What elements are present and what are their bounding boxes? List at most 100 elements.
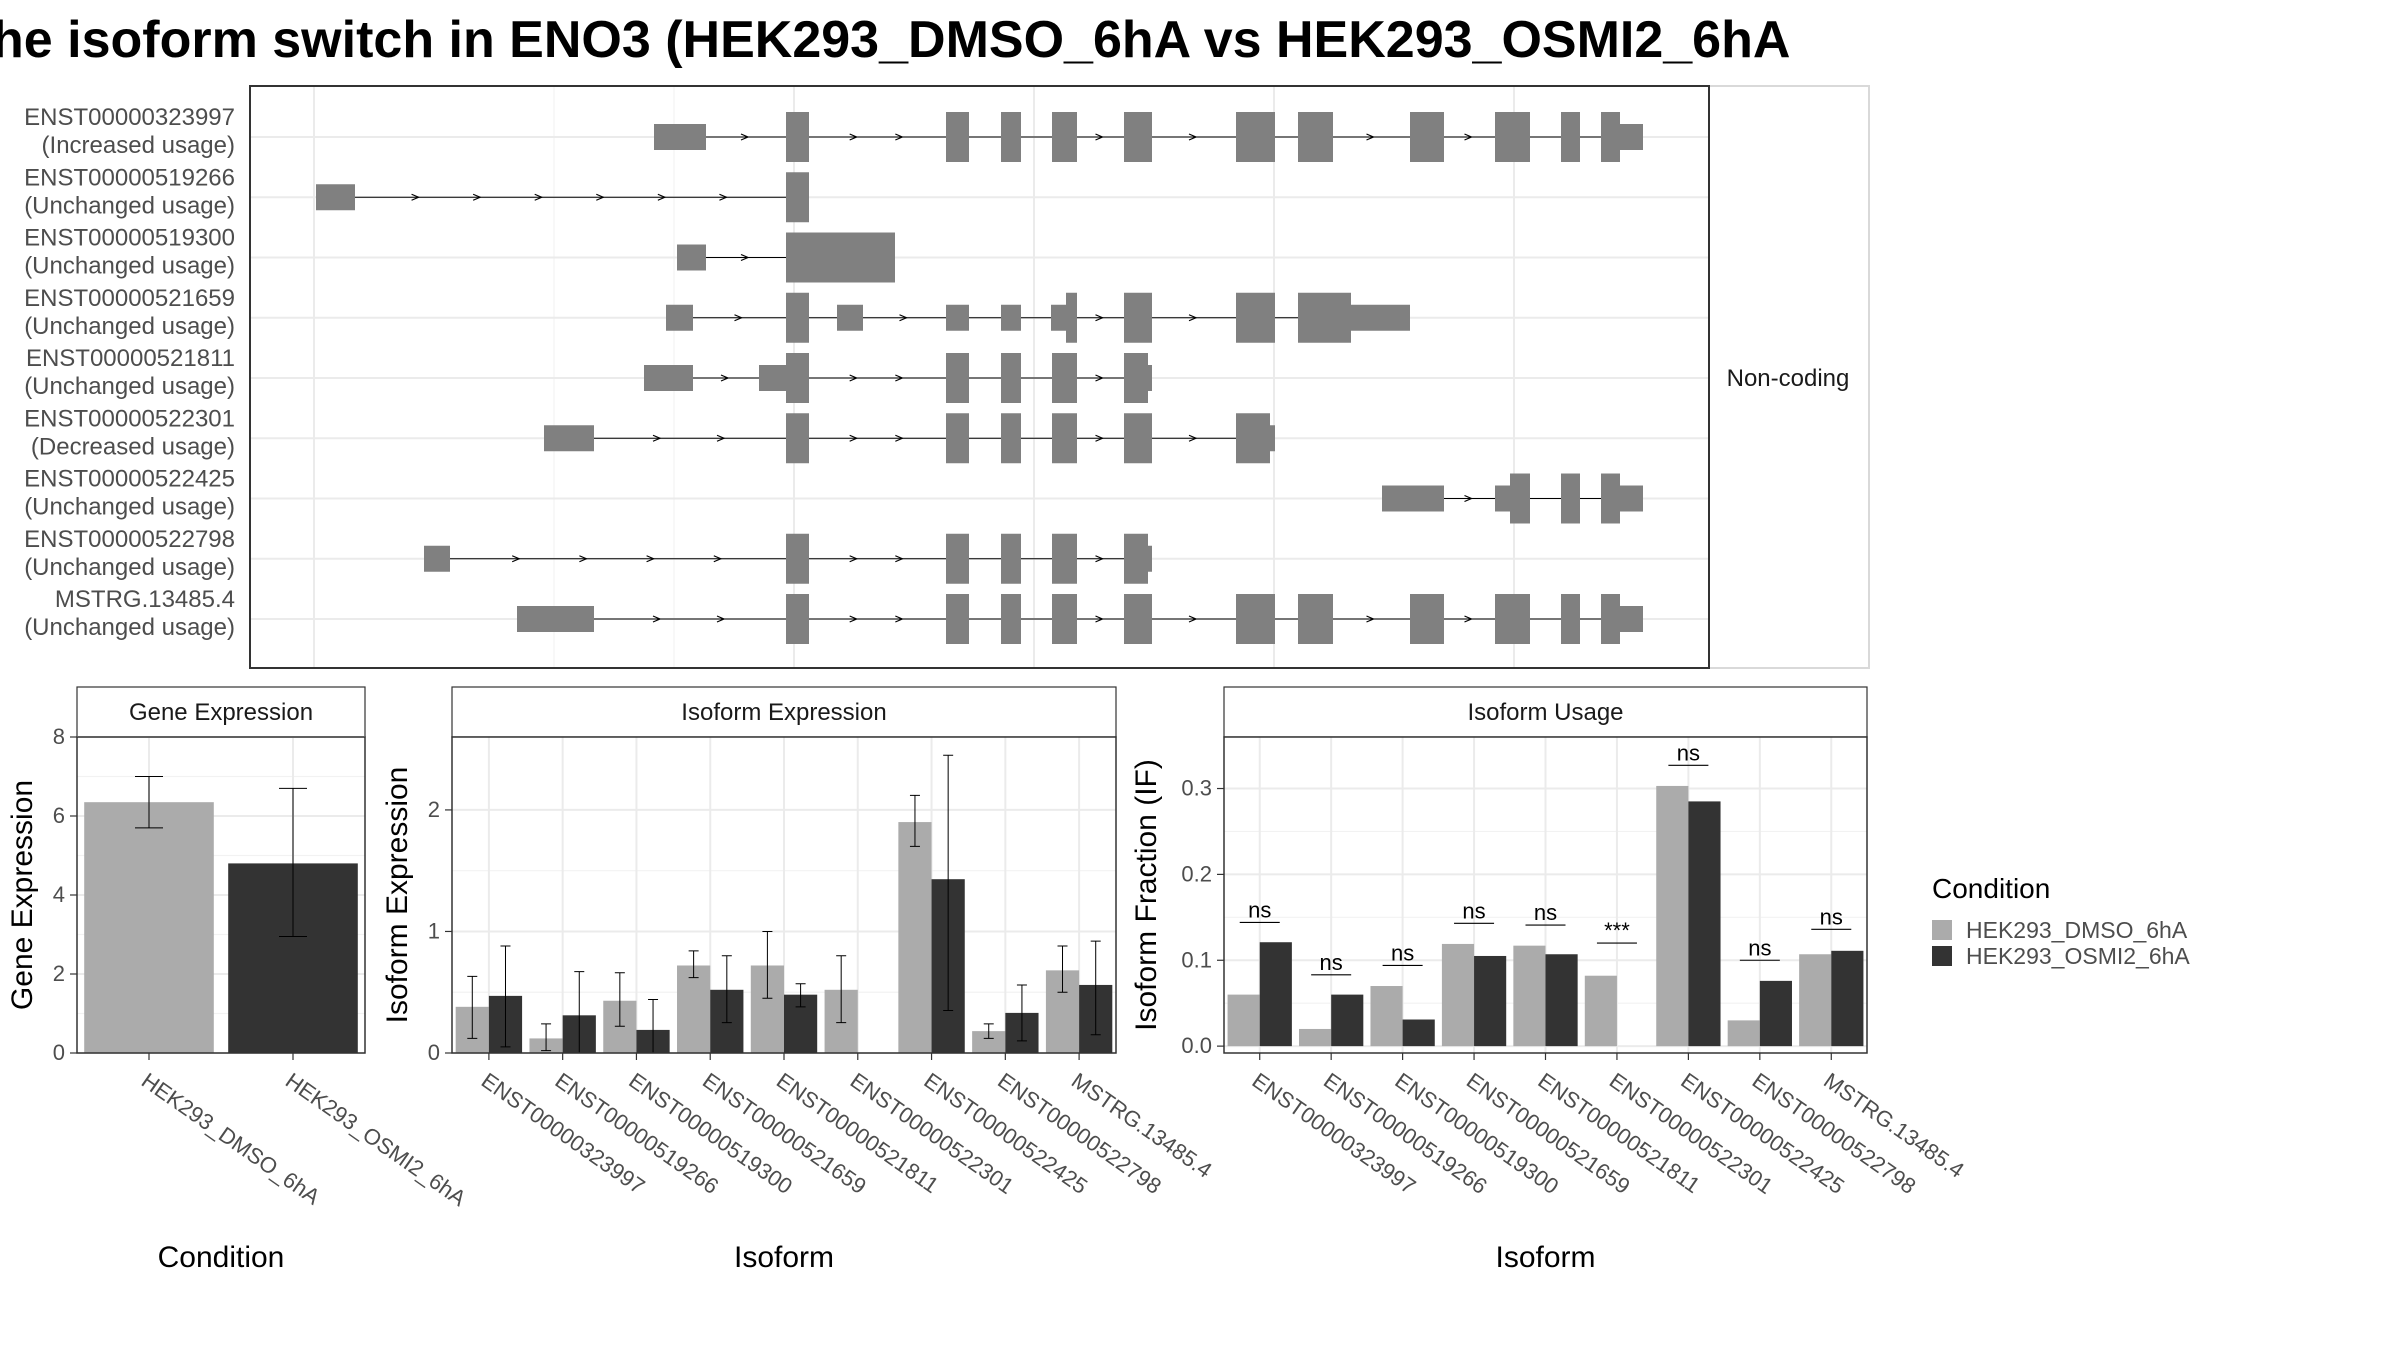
transcript-usage-label: (Unchanged usage)	[24, 192, 235, 219]
transcript-id-label: ENST00000519266	[24, 164, 235, 191]
transcript-id-label: ENST00000521811	[26, 345, 235, 372]
error-bar	[279, 787, 307, 937]
intron-direction-arrow	[895, 374, 904, 382]
exon-block	[786, 413, 809, 464]
intron-direction-arrow	[895, 133, 904, 141]
exon-block	[1601, 594, 1620, 644]
error-bar	[909, 794, 920, 847]
intron-direction-arrow	[849, 133, 859, 141]
exon-block	[786, 353, 809, 403]
exon-block	[786, 232, 895, 283]
legend-title: Condition	[1932, 873, 2050, 904]
transcript-id-label: ENST00000522301	[24, 405, 235, 432]
exon-block	[1052, 413, 1077, 464]
panel-strip	[76, 686, 366, 738]
intron-direction-arrow	[1464, 494, 1474, 503]
transcript-id-label: ENST00000519300	[24, 225, 235, 252]
intron-direction-arrow	[652, 615, 662, 623]
intron-direction-arrow	[895, 434, 904, 442]
exon-block	[316, 184, 355, 211]
exon-block	[1066, 292, 1077, 343]
intron-direction-arrow	[740, 253, 750, 262]
exon-block	[946, 353, 969, 403]
panel-strip	[1223, 686, 1868, 738]
y-axis-title: Gene Expression	[6, 780, 39, 1010]
intron-direction-arrow	[899, 314, 909, 322]
exon-block	[1410, 112, 1444, 162]
exon-block	[1148, 365, 1152, 391]
exon-block	[946, 533, 969, 584]
legend-label-osmi2: HEK293_OSMI2_6hA	[1966, 943, 2190, 969]
x-axis-title: Isoform	[734, 1241, 834, 1274]
exon-block	[1620, 485, 1643, 512]
intron-direction-arrow	[734, 314, 744, 322]
isoform-expression-panel: Isoform Expression012ENST00000323997ENST…	[381, 686, 1217, 1274]
intron-direction-arrow	[1188, 133, 1198, 141]
transcript-usage-label: (Unchanged usage)	[24, 313, 235, 340]
error-bar	[467, 975, 478, 1039]
panel-strip	[451, 686, 1117, 738]
transcript-structure-panel: Non-coding ENST00000323997(Increased usag…	[24, 85, 1870, 669]
exon-block	[1298, 112, 1333, 162]
error-bar	[795, 983, 806, 1008]
transcript-structure-enst00000519266	[316, 172, 809, 223]
exon-block	[946, 413, 969, 464]
intron-direction-arrow	[895, 615, 904, 623]
significance-label: ns	[1534, 900, 1557, 925]
exon-block	[1052, 533, 1077, 584]
intron-direction-arrow	[579, 555, 588, 563]
exon-block	[1236, 594, 1275, 644]
y-tick-label: 8	[53, 724, 65, 749]
data-bar	[972, 1031, 1006, 1053]
panel-strip-title: Isoform Usage	[1467, 699, 1623, 726]
exon-block	[786, 292, 809, 343]
transcript-id-label: ENST00000522425	[24, 466, 235, 493]
intron-direction-arrow	[1095, 374, 1105, 382]
intron-direction-arrow	[534, 193, 544, 201]
intron-direction-arrow	[411, 193, 421, 201]
data-bar	[1513, 945, 1546, 1047]
y-tick-label: 2	[53, 961, 65, 986]
exon-block	[424, 545, 450, 572]
y-tick-label: 2	[428, 797, 440, 822]
error-bar	[943, 754, 954, 1011]
intron-direction-arrow	[740, 133, 750, 141]
exon-block	[1510, 473, 1530, 524]
exon-block	[1001, 353, 1021, 403]
intron-direction-arrow	[720, 374, 730, 382]
exon-block	[1052, 112, 1077, 162]
error-bar	[500, 945, 511, 1048]
exon-block	[644, 365, 693, 391]
y-tick-label: 0.3	[1181, 776, 1212, 801]
exon-block	[1410, 594, 1444, 644]
exon-block	[1561, 473, 1580, 524]
data-bar	[1727, 1020, 1760, 1047]
exon-block	[1148, 545, 1152, 572]
intron-direction-arrow	[1095, 434, 1105, 442]
isoform-usage-panel: Isoform Usage0.00.10.20.3ENST00000323997…	[1130, 686, 1969, 1274]
exon-block	[677, 244, 706, 271]
data-bar	[84, 802, 214, 1053]
exon-block	[1001, 112, 1021, 162]
exon-block	[1001, 533, 1021, 584]
significance-label: ns	[1391, 940, 1414, 965]
exon-block	[1052, 594, 1077, 644]
transcript-usage-label: (Increased usage)	[42, 132, 235, 159]
exon-block	[1052, 353, 1077, 403]
error-bar	[721, 955, 732, 1024]
exon-block	[1561, 594, 1580, 644]
y-axis-title: Isoform Fraction (IF)	[1130, 759, 1163, 1031]
significance-label: ns	[1462, 898, 1485, 923]
exon-block	[517, 606, 594, 632]
data-bar	[1474, 955, 1507, 1047]
transcript-structure-enst00000522798	[424, 533, 1152, 584]
error-bar	[1057, 945, 1068, 993]
intron-direction-arrow	[1095, 314, 1105, 322]
data-bar	[677, 965, 711, 1053]
transcript-structure-enst00000521659	[666, 292, 1410, 343]
exon-block	[1298, 292, 1351, 343]
data-bar	[1545, 954, 1578, 1047]
exon-block	[1351, 304, 1410, 331]
intron-direction-arrow	[1464, 133, 1474, 141]
